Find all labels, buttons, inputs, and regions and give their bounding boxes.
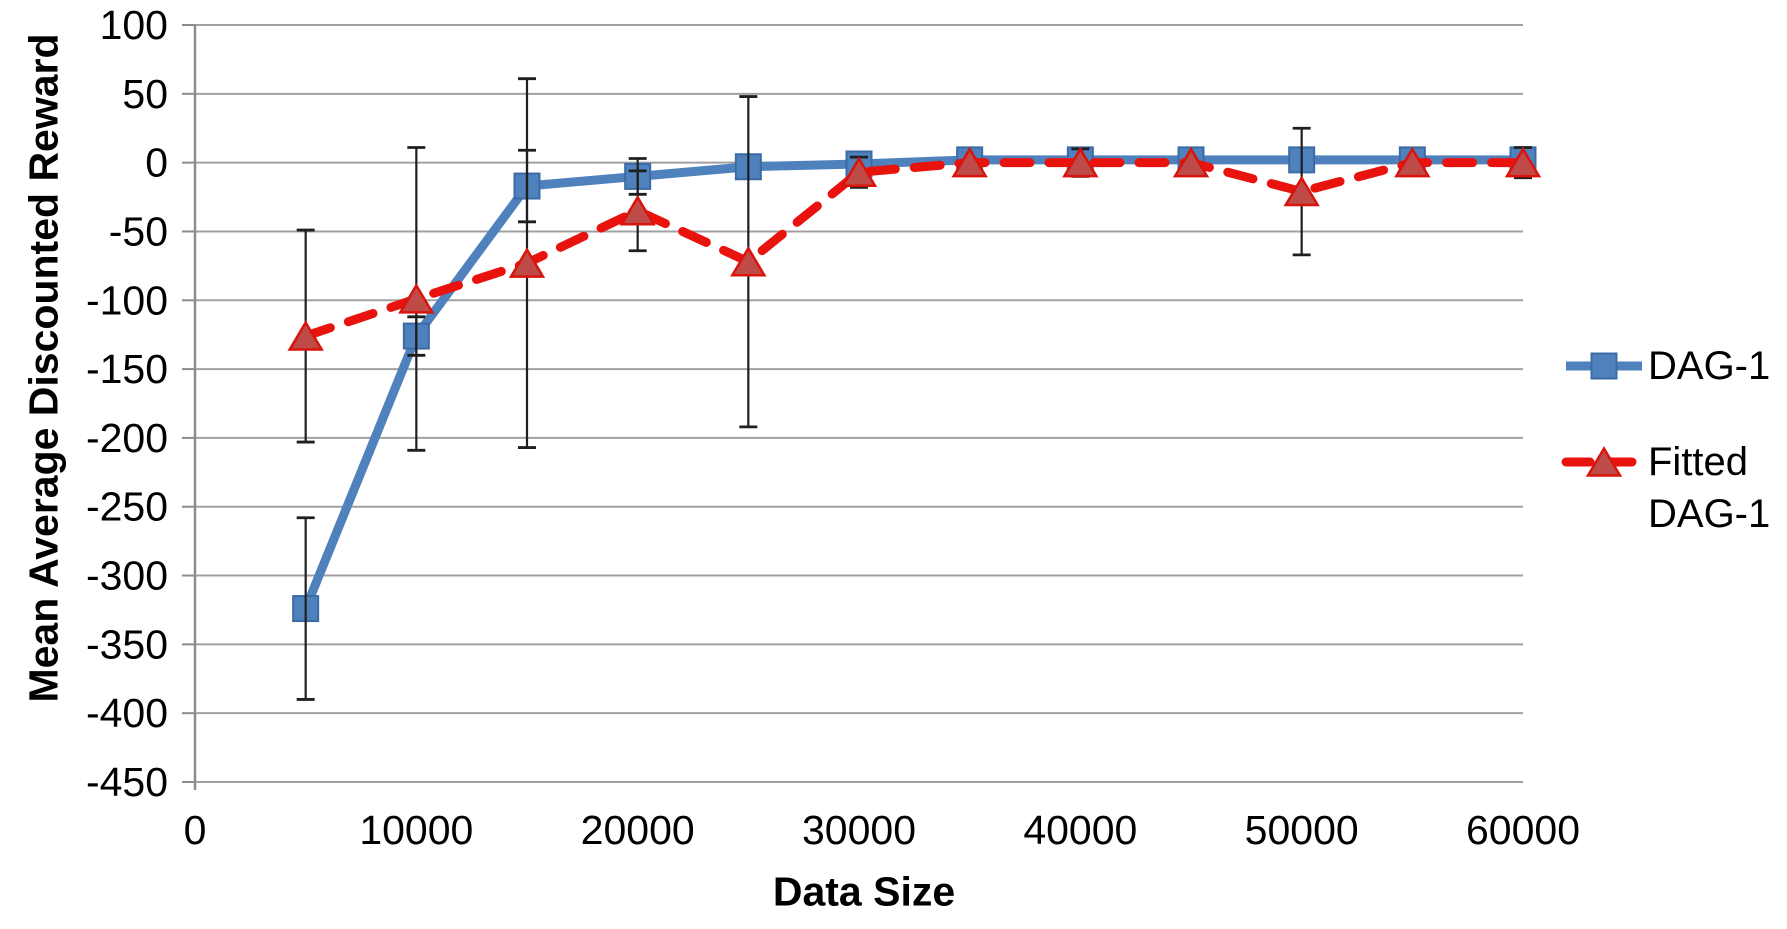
series-line-dag1 [301, 155, 1523, 611]
y-tick-label: -150 [86, 346, 168, 392]
x-axis-title: Data Size [772, 868, 956, 915]
y-tick-label: -350 [86, 621, 168, 667]
legend-marker-dag1 [1590, 352, 1618, 380]
y-tick-label: 100 [100, 2, 168, 48]
x-tick-label: 20000 [581, 807, 695, 853]
marker-triangle-fitted-dag1 [508, 247, 546, 278]
legend-label-fitted-dag1: Fitted DAG-1 [1648, 440, 1771, 536]
x-tick-label: 40000 [1023, 807, 1137, 853]
marker-triangle-fitted-dag1 [730, 245, 767, 277]
x-tick-label: 0 [184, 807, 207, 853]
y-tick-label: -300 [86, 553, 168, 599]
series-line-fitted-dag1 [301, 158, 1528, 341]
marker-triangle-fitted-dag1 [398, 282, 435, 314]
marker-triangle-fitted-dag1 [1283, 175, 1320, 207]
marker-triangle-fitted-dag1 [1504, 146, 1542, 178]
marker-triangle-fitted-dag1 [1394, 146, 1431, 178]
y-tick-label: 0 [145, 140, 168, 186]
x-tick-label: 10000 [359, 807, 473, 853]
y-axis-title: Mean Average Discounted Reward [20, 33, 67, 703]
y-tick-label: -100 [86, 277, 168, 323]
y-tick-label: 50 [122, 71, 168, 117]
y-tick-label: -50 [109, 208, 168, 254]
marker-triangle-fitted-dag1 [1062, 146, 1099, 178]
marker-triangle-fitted-dag1 [619, 194, 656, 226]
y-tick-label: -400 [86, 690, 168, 736]
marker-triangle-fitted-dag1 [840, 156, 878, 188]
marker-triangle-fitted-dag1 [951, 146, 988, 178]
y-tick-label: -250 [86, 484, 168, 530]
marker-triangle-fitted-dag1 [1172, 146, 1210, 178]
marker-triangle-fitted-dag1 [287, 320, 324, 351]
y-tick-label: -450 [86, 759, 168, 805]
x-tick-label: 30000 [802, 807, 916, 853]
x-tick-label: 50000 [1245, 807, 1359, 853]
legend-label-dag1: DAG-1 [1648, 344, 1771, 388]
x-tick-label: 60000 [1466, 807, 1580, 853]
y-tick-label: -200 [86, 415, 168, 461]
legend-marker-fitted-dag1 [1585, 446, 1623, 477]
